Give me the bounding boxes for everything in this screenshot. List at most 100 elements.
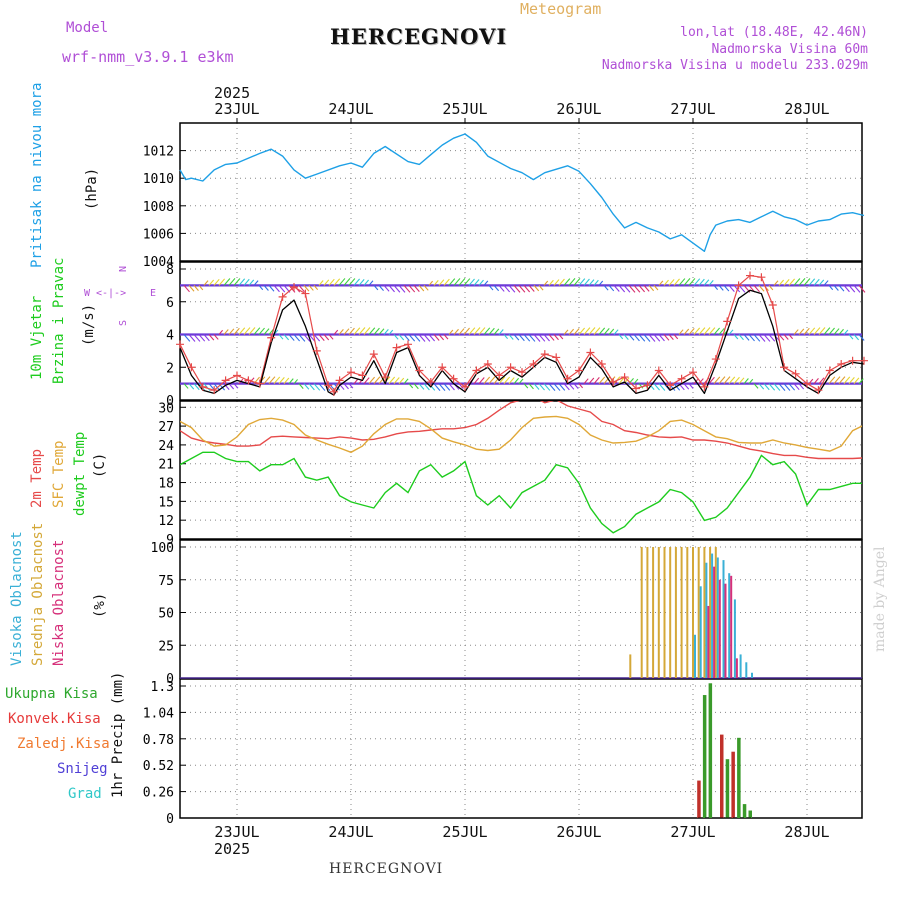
day-label-top: 27JUL xyxy=(670,100,715,118)
cloud-bar xyxy=(641,547,643,678)
y-tick-label: 1008 xyxy=(143,200,174,215)
temp-sfc-line xyxy=(180,416,864,452)
cloud-bar xyxy=(730,576,732,678)
cloud-bar xyxy=(705,563,707,678)
gust-marker xyxy=(233,371,241,379)
cloud-bar xyxy=(652,547,654,678)
cloud-bar xyxy=(707,606,709,678)
precip-bar xyxy=(749,811,753,818)
panel-frame xyxy=(180,401,862,539)
cloud-bar xyxy=(646,547,648,678)
precip-bar xyxy=(709,683,713,818)
cloud-bar xyxy=(734,599,736,678)
y-tick-label: 15 xyxy=(158,495,174,510)
cloud-bar xyxy=(629,654,631,678)
y-tick-label: 0 xyxy=(166,812,174,827)
meteogram-chart: 1004100610081010101202468912151821242730… xyxy=(0,0,900,900)
y-tick-label: 30 xyxy=(158,401,174,416)
day-label-top: 25JUL xyxy=(442,100,487,118)
dewpoint-line xyxy=(180,452,864,533)
cloud-bar xyxy=(698,547,700,678)
y-tick-label: 2 xyxy=(166,361,174,376)
precip-bar xyxy=(743,804,747,818)
y-tick-label: 1.04 xyxy=(143,706,174,721)
precip-bar xyxy=(737,738,741,818)
gust-marker xyxy=(472,367,480,375)
y-tick-label: 8 xyxy=(166,263,174,278)
cloud-bar xyxy=(736,658,738,678)
day-label-bottom: 24JUL xyxy=(328,823,373,841)
precip-bar xyxy=(726,759,730,818)
precip-bar xyxy=(703,695,707,818)
cloud-bar xyxy=(719,580,721,678)
y-tick-label: 0.78 xyxy=(143,733,174,748)
gust-marker xyxy=(358,371,366,379)
day-label-bottom: 23JUL xyxy=(214,823,259,841)
y-tick-label: 4 xyxy=(166,329,174,344)
gust-marker xyxy=(347,368,355,376)
y-tick-label: 21 xyxy=(158,458,174,473)
y-tick-label: 50 xyxy=(158,607,174,622)
y-tick-label: 24 xyxy=(158,439,174,454)
y-tick-label: 0.52 xyxy=(143,759,174,774)
precip-bar xyxy=(720,735,724,818)
cloud-bar xyxy=(713,567,715,678)
gust-marker xyxy=(814,386,822,394)
gust-marker xyxy=(552,353,560,361)
cloud-bar xyxy=(700,586,702,678)
y-tick-label: 1010 xyxy=(143,172,174,187)
y-tick-label: 100 xyxy=(151,541,174,556)
gust-marker xyxy=(176,340,184,348)
gust-marker xyxy=(507,363,515,371)
cloud-bar xyxy=(725,584,727,678)
gust-marker xyxy=(393,344,401,352)
y-tick-label: 1006 xyxy=(143,227,174,242)
y-tick-label: 75 xyxy=(158,574,174,589)
cloud-bar xyxy=(686,547,688,678)
y-tick-label: 25 xyxy=(158,639,174,654)
panel-frame xyxy=(180,540,862,678)
gust-marker xyxy=(370,350,378,358)
gust-marker xyxy=(313,347,321,355)
cloud-bar xyxy=(717,557,719,678)
y-tick-label: 12 xyxy=(158,514,174,529)
y-tick-label: 0.26 xyxy=(143,786,174,801)
cloud-bar xyxy=(681,547,683,678)
day-label-top: 24JUL xyxy=(328,100,373,118)
meteogram: Model wrf-nmm_v3.9.1 e3km Meteogram HERC… xyxy=(0,0,900,900)
cloud-bar xyxy=(711,554,713,678)
gust-marker xyxy=(780,363,788,371)
y-tick-label: 27 xyxy=(158,420,174,435)
day-label-top: 26JUL xyxy=(556,100,601,118)
cloud-bar xyxy=(703,547,705,678)
cloud-bar xyxy=(728,573,730,678)
day-label-bottom: 25JUL xyxy=(442,823,487,841)
cloud-bar xyxy=(664,547,666,678)
cloud-bar xyxy=(745,662,747,678)
y-tick-label: 1012 xyxy=(143,145,174,160)
day-label-bottom: 28JUL xyxy=(784,823,829,841)
temp-lines xyxy=(180,397,864,533)
day-label-bottom: 26JUL xyxy=(556,823,601,841)
y-tick-label: 18 xyxy=(158,477,174,492)
day-label-top: 28JUL xyxy=(784,100,829,118)
cloud-bar xyxy=(694,635,696,678)
y-tick-label: 6 xyxy=(166,296,174,311)
panel-frame xyxy=(180,679,862,818)
precip-bar xyxy=(731,752,735,818)
day-label-bottom: 27JUL xyxy=(670,823,715,841)
gust-marker xyxy=(609,378,617,386)
day-label-top: 23JUL xyxy=(214,100,259,118)
cloud-bar xyxy=(675,547,677,678)
pressure-line xyxy=(180,134,864,251)
y-tick-label: 1.3 xyxy=(151,680,174,695)
gust-marker xyxy=(404,340,412,348)
cloud-bar xyxy=(751,673,753,678)
cloud-bar xyxy=(658,547,660,678)
cloud-bar xyxy=(723,560,725,678)
precip-bar xyxy=(697,781,701,818)
cloud-bar xyxy=(740,654,742,678)
cloud-bar xyxy=(669,547,671,678)
cloud-bar xyxy=(692,547,694,678)
panel-frame xyxy=(180,123,862,261)
